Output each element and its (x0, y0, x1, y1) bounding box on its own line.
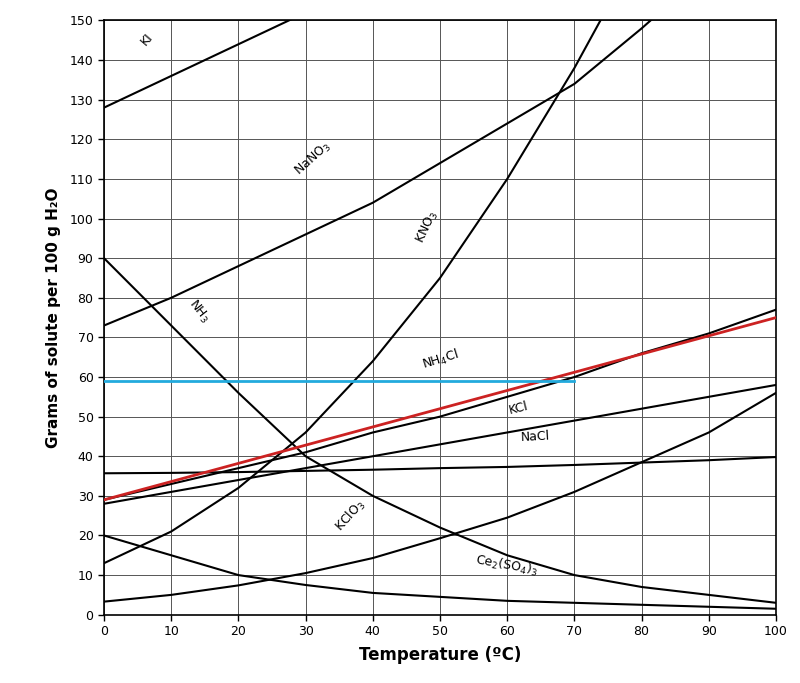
Y-axis label: Grams of solute per 100 g H₂O: Grams of solute per 100 g H₂O (46, 187, 62, 448)
Text: KNO$_3$: KNO$_3$ (413, 209, 442, 247)
Text: KCl: KCl (507, 400, 530, 417)
Text: NaNO$_3$: NaNO$_3$ (292, 139, 334, 179)
Text: Ce$_2$(SO$_4$)$_3$: Ce$_2$(SO$_4$)$_3$ (474, 553, 538, 579)
X-axis label: Temperature (ºC): Temperature (ºC) (359, 646, 521, 665)
Text: NH$_3$: NH$_3$ (185, 296, 212, 326)
Text: KI: KI (138, 31, 155, 48)
Text: NH$_4$Cl: NH$_4$Cl (420, 347, 460, 373)
Text: KClO$_3$: KClO$_3$ (333, 497, 370, 535)
Text: NaCl: NaCl (521, 430, 550, 445)
